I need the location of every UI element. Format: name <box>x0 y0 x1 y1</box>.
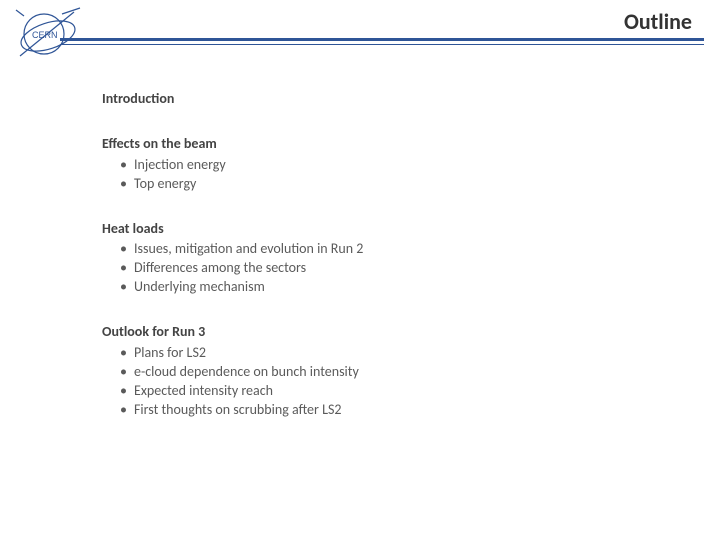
bullet-item: Expected intensity reach <box>134 382 690 401</box>
outline-content: Introduction Effects on the beam Injecti… <box>102 90 690 446</box>
section-title: Effects on the beam <box>102 135 690 154</box>
cern-logo-text: CERN <box>32 30 58 40</box>
bullet-item: Plans for LS2 <box>134 344 690 363</box>
section-bullets: Plans for LS2 e-cloud dependence on bunc… <box>102 344 690 420</box>
bullet-item: Top energy <box>134 175 690 194</box>
section-title: Introduction <box>102 90 690 109</box>
bullet-item: Underlying mechanism <box>134 278 690 297</box>
bullet-item: Injection energy <box>134 156 690 175</box>
section-title: Heat loads <box>102 220 690 239</box>
bullet-item: First thoughts on scrubbing after LS2 <box>134 401 690 420</box>
section-title: Outlook for Run 3 <box>102 323 690 342</box>
slide: Outline CERN Introduction Effects on the… <box>0 0 720 540</box>
cern-logo: CERN <box>14 6 84 68</box>
section-effects: Effects on the beam Injection energy Top… <box>102 135 690 194</box>
section-heatloads: Heat loads Issues, mitigation and evolut… <box>102 220 690 298</box>
header-rule-thick <box>60 38 704 41</box>
slide-title: Outline <box>624 8 692 35</box>
section-bullets: Issues, mitigation and evolution in Run … <box>102 240 690 297</box>
section-bullets: Injection energy Top energy <box>102 156 690 194</box>
header-rule-thin <box>60 44 704 45</box>
bullet-item: Issues, mitigation and evolution in Run … <box>134 240 690 259</box>
section-outlook: Outlook for Run 3 Plans for LS2 e-cloud … <box>102 323 690 419</box>
bullet-item: Differences among the sectors <box>134 259 690 278</box>
slide-header: Outline CERN <box>0 0 720 48</box>
section-introduction: Introduction <box>102 90 690 109</box>
bullet-item: e-cloud dependence on bunch intensity <box>134 363 690 382</box>
